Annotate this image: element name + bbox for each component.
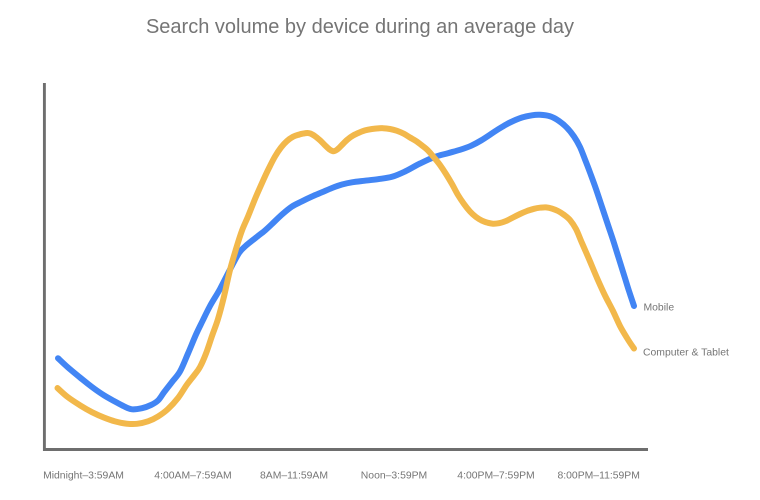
svg-text:8:00PM–11:59PM: 8:00PM–11:59PM — [557, 470, 639, 481]
svg-text:4:00PM–7:59PM: 4:00PM–7:59PM — [457, 470, 534, 481]
svg-text:Search volume by device during: Search volume by device during an averag… — [146, 16, 574, 38]
svg-text:4:00AM–7:59AM: 4:00AM–7:59AM — [154, 470, 231, 481]
svg-text:Mobile: Mobile — [644, 303, 675, 314]
svg-text:Midnight–3:59AM: Midnight–3:59AM — [43, 470, 124, 481]
svg-text:8AM–11:59AM: 8AM–11:59AM — [260, 470, 328, 481]
svg-text:Computer & Tablet: Computer & Tablet — [643, 348, 729, 359]
svg-text:Noon–3:59PM: Noon–3:59PM — [361, 470, 427, 481]
